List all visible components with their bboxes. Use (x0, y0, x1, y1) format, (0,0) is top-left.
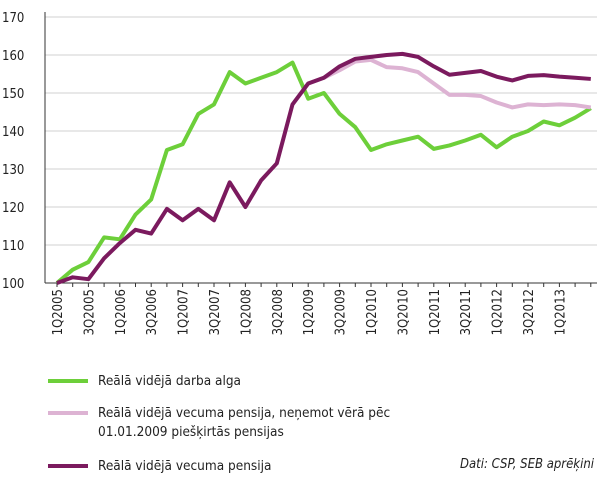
x-tick-label: 3Q2005 (82, 289, 97, 335)
chart: 100 110 120 130 140 150 160 170 1Q2005 3Q2005 1Q20… (2, 11, 597, 335)
y-tick-label: 120 (2, 201, 24, 216)
legend-swatch (48, 379, 88, 383)
y-tick-label: 100 (2, 277, 24, 292)
y-tick-label: 130 (2, 163, 24, 178)
legend-swatch (48, 411, 88, 415)
legend-item: Reālā vidējā vecuma pensija (48, 457, 428, 476)
legend-label: Reālā vidējā vecuma pensija, neņemot vēr… (98, 405, 391, 440)
y-tick-label: 170 (2, 11, 24, 26)
y-tick-label: 110 (2, 239, 24, 254)
x-tick-label: 1Q2013 (553, 289, 568, 335)
x-tick-label: 1Q2005 (51, 289, 66, 335)
x-tick-label: 3Q2008 (271, 289, 286, 335)
x-tick-label: 3Q2012 (522, 289, 537, 335)
series-line (56, 51, 591, 285)
x-tick-label: 3Q2009 (334, 289, 349, 335)
y-tick-label: 150 (2, 87, 24, 102)
legend-label: Reālā vidējā darba alga (98, 373, 241, 389)
x-tick-label: 3Q2006 (145, 289, 160, 335)
x-tick-label: 1Q2008 (239, 289, 254, 335)
x-tick-label: 1Q2010 (365, 289, 380, 335)
x-tick-label: 3Q2007 (208, 289, 223, 335)
x-tick-label: 1Q2011 (428, 289, 443, 335)
legend-label: Reālā vidējā vecuma pensija (98, 458, 272, 474)
x-tick-label: 3Q2011 (459, 289, 474, 335)
series-line (55, 60, 592, 285)
y-tick-label: 160 (2, 49, 24, 64)
series-line (307, 57, 592, 110)
source-note: Dati: CSP, SEB aprēķini (459, 457, 594, 472)
legend-swatch (48, 464, 88, 468)
legend-item: Reālā vidējā darba alga (48, 372, 428, 391)
x-tick-label: 1Q2006 (114, 289, 129, 335)
x-tick-label: 1Q2007 (177, 289, 192, 335)
x-tick-label: 3Q2010 (396, 289, 411, 335)
legend-item: Reālā vidējā vecuma pensija, neņemot vēr… (48, 404, 428, 442)
x-tick-label: 1Q2012 (491, 289, 506, 335)
x-tick-label: 1Q2009 (302, 289, 317, 335)
y-tick-label: 140 (2, 125, 24, 140)
